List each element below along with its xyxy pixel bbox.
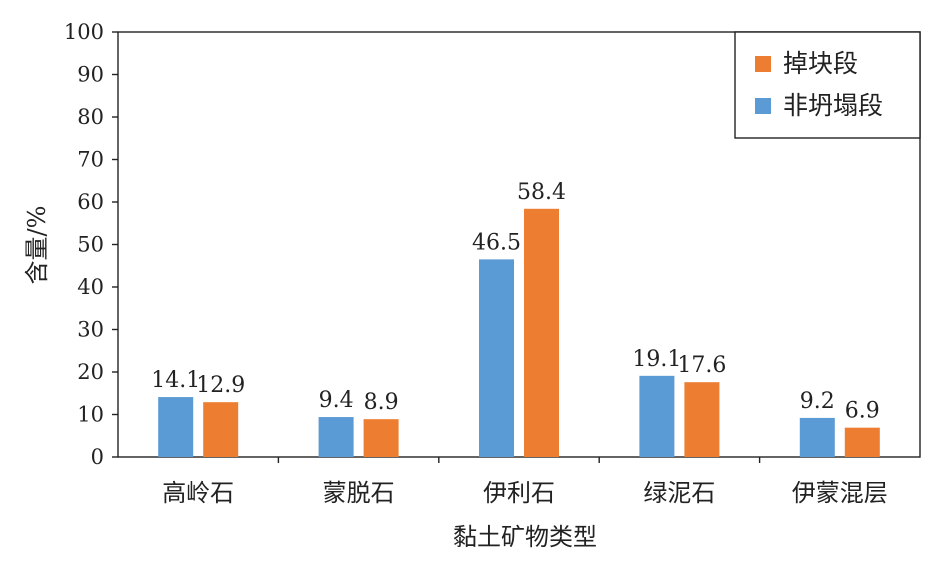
y-tick-label: 10 bbox=[77, 403, 104, 427]
data-label: 9.2 bbox=[800, 389, 835, 414]
y-tick-label: 30 bbox=[77, 318, 104, 342]
data-label: 58.4 bbox=[517, 180, 566, 205]
y-tick-label: 90 bbox=[77, 63, 104, 87]
data-label: 17.6 bbox=[677, 353, 726, 378]
data-label: 6.9 bbox=[845, 399, 880, 424]
y-tick-label: 50 bbox=[77, 233, 104, 257]
y-tick-label: 40 bbox=[77, 275, 104, 299]
data-label: 46.5 bbox=[472, 230, 521, 255]
y-tick-label: 20 bbox=[77, 360, 104, 384]
legend-swatch bbox=[755, 56, 771, 72]
bar bbox=[203, 402, 239, 457]
bar bbox=[158, 397, 194, 457]
x-tick-label: 蒙脱石 bbox=[323, 479, 395, 507]
bar bbox=[684, 382, 720, 457]
data-label: 19.1 bbox=[632, 347, 681, 372]
y-tick-label: 0 bbox=[91, 445, 104, 469]
bar bbox=[318, 417, 354, 457]
data-label: 8.9 bbox=[364, 390, 399, 415]
data-label: 14.1 bbox=[151, 368, 200, 393]
plot-area: 0 10 20 30 40 50 60 70 80 90 100 高岭石 14.112.9 蒙脱石 9.4 8… bbox=[64, 20, 921, 507]
legend-label: 非坍塌段 bbox=[783, 91, 883, 120]
data-label: 12.9 bbox=[196, 373, 245, 398]
bar bbox=[639, 375, 675, 457]
bar bbox=[844, 427, 880, 457]
y-axis-label: 含量/% bbox=[23, 206, 51, 285]
legend-swatch bbox=[755, 98, 771, 114]
bar bbox=[479, 259, 514, 457]
bar bbox=[363, 419, 399, 457]
y-tick-label: 80 bbox=[77, 105, 104, 129]
bar bbox=[799, 417, 835, 457]
legend-box bbox=[734, 31, 921, 139]
y-tick-label: 100 bbox=[64, 20, 104, 44]
bar bbox=[524, 208, 559, 457]
legend-label: 掉块段 bbox=[783, 49, 858, 78]
x-tick-label: 高岭石 bbox=[162, 479, 234, 507]
x-tick-label: 伊利石 bbox=[483, 479, 555, 507]
x-tick-label: 伊蒙混层 bbox=[792, 479, 888, 507]
x-axis-label: 黏土矿物类型 bbox=[453, 523, 597, 551]
x-tick-label: 绿泥石 bbox=[643, 479, 715, 507]
y-tick-label: 60 bbox=[77, 190, 104, 214]
y-tick-label: 70 bbox=[77, 148, 104, 172]
data-label: 9.4 bbox=[319, 388, 354, 413]
